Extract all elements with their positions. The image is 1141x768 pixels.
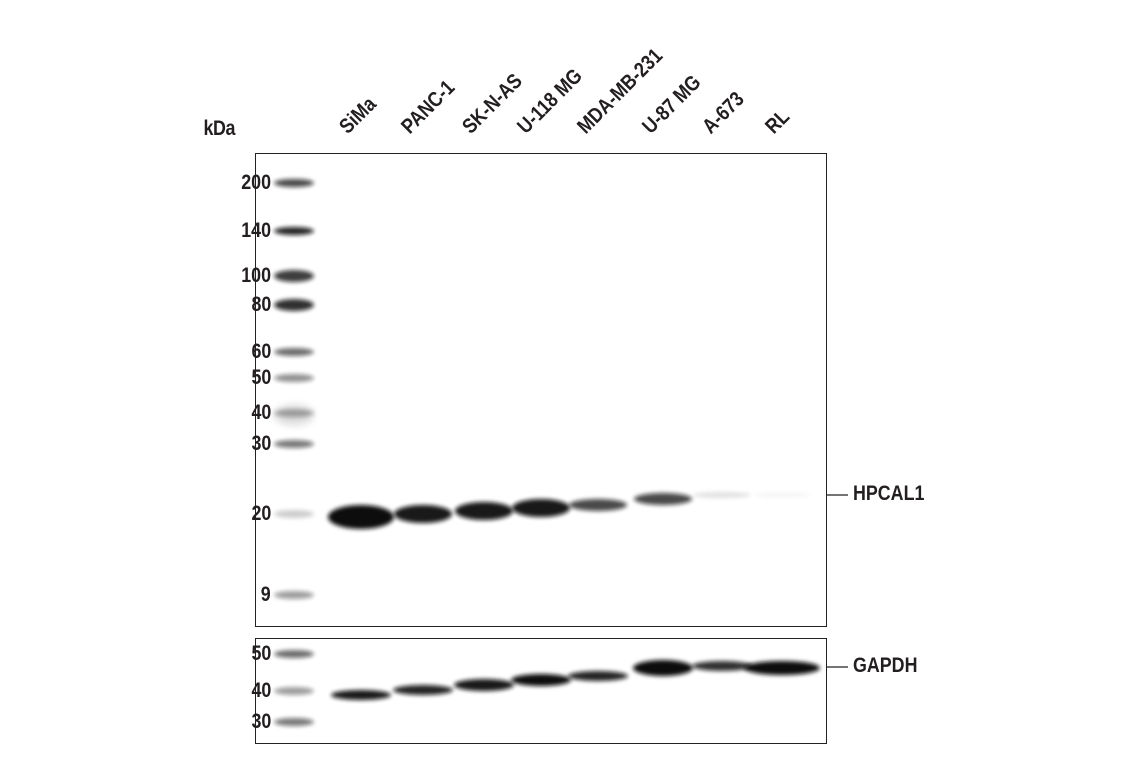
ladder-band (274, 348, 314, 356)
hpcal1-label: HPCAL1 (853, 482, 925, 505)
mw-marker-label: 60 (251, 340, 271, 363)
hpcal1-band (455, 502, 513, 520)
ladder-smear (274, 405, 314, 425)
mw-marker-label: 80 (251, 293, 271, 316)
mw-marker-label: 9 (261, 583, 271, 606)
unit-label: kDa (203, 117, 236, 140)
gapdh-label: GAPDH (853, 654, 918, 677)
control-blot-panel (255, 638, 827, 744)
ladder-band (274, 440, 314, 448)
gapdh-band (511, 674, 571, 686)
ladder-band (274, 591, 314, 599)
hpcal1-band (512, 499, 570, 517)
gapdh-band (331, 690, 391, 700)
hpcal1-band (569, 499, 627, 511)
mw-marker-label: 50 (251, 642, 271, 665)
mw-marker-label: 20 (251, 502, 271, 525)
gapdh-band (568, 671, 628, 681)
mw-marker-label: 40 (251, 679, 271, 702)
hpcal1-band (753, 493, 811, 497)
mw-marker-label: 140 (241, 219, 271, 242)
ladder-band (274, 650, 314, 658)
ladder-band (274, 718, 314, 726)
mw-marker-label: 30 (251, 432, 271, 455)
ladder-band (274, 179, 314, 187)
gapdh-band (393, 685, 453, 695)
ladder-band (274, 374, 314, 382)
mw-marker-label: 200 (241, 171, 271, 194)
mw-marker-label: 50 (251, 366, 271, 389)
hpcal1-band (394, 505, 452, 523)
mw-marker-label: 100 (241, 264, 271, 287)
ladder-band (274, 510, 314, 518)
gapdh-band (692, 661, 752, 671)
mw-marker-label: 40 (251, 401, 271, 424)
gapdh-band (454, 679, 514, 691)
ladder-band (274, 687, 314, 695)
ladder-band (274, 299, 314, 311)
gapdh-band (744, 661, 820, 675)
mw-marker-label: 30 (251, 710, 271, 733)
gapdh-band (633, 660, 693, 676)
ladder-band (274, 270, 314, 282)
ladder-band (274, 227, 314, 235)
main-blot-panel (255, 153, 827, 627)
hpcal1-band (634, 493, 692, 505)
hpcal1-band (693, 492, 751, 498)
hpcal1-band (328, 505, 394, 529)
